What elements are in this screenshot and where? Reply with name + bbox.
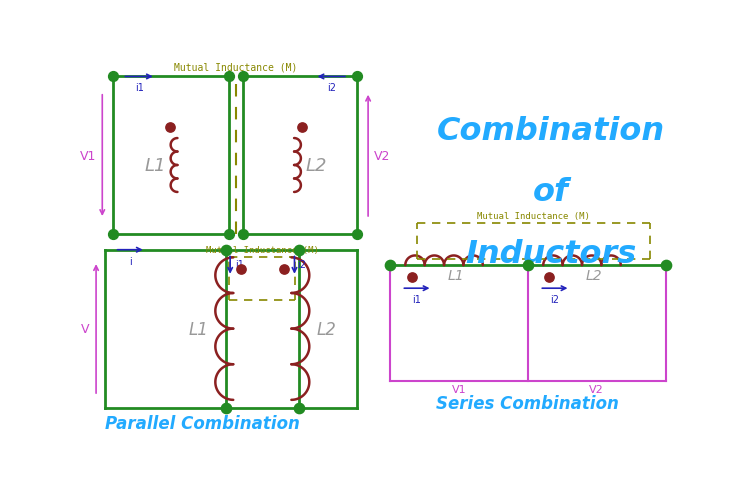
Text: Mutual Inductance (M): Mutual Inductance (M) [173, 63, 297, 73]
Text: Combination: Combination [437, 116, 665, 147]
Point [107, 231, 119, 239]
Text: i2: i2 [327, 83, 336, 92]
Text: L1: L1 [447, 269, 464, 282]
Point [544, 274, 556, 282]
Text: L2: L2 [316, 320, 336, 338]
Text: i2: i2 [298, 259, 307, 270]
Text: i1: i1 [135, 83, 143, 92]
Text: V: V [81, 322, 90, 335]
Text: V2: V2 [590, 384, 604, 394]
Text: Inductors: Inductors [465, 239, 637, 270]
Point [237, 231, 249, 239]
Text: L1: L1 [145, 157, 166, 175]
Point [293, 404, 305, 411]
Point [406, 274, 418, 282]
Point [220, 404, 232, 411]
Point [296, 123, 307, 131]
Text: Series Combination: Series Combination [436, 394, 620, 412]
Point [351, 74, 363, 81]
Point [164, 123, 176, 131]
Text: V1: V1 [452, 384, 466, 394]
Text: Parallel Combination: Parallel Combination [105, 414, 300, 432]
Point [107, 74, 119, 81]
Text: Mutual Inductance (M): Mutual Inductance (M) [206, 245, 319, 254]
Text: i2: i2 [550, 295, 560, 305]
Text: i1: i1 [235, 259, 244, 270]
Text: V2: V2 [374, 150, 391, 163]
Text: L1: L1 [188, 320, 209, 338]
Text: Mutual Inductance (M): Mutual Inductance (M) [477, 211, 590, 220]
Text: L2: L2 [585, 269, 602, 282]
Point [224, 231, 236, 239]
Point [522, 262, 534, 270]
Text: i1: i1 [413, 295, 422, 305]
Text: of: of [533, 177, 569, 208]
Text: L2: L2 [305, 157, 326, 175]
Point [220, 246, 232, 254]
Point [237, 74, 249, 81]
Point [351, 231, 363, 239]
Text: V1: V1 [80, 150, 96, 163]
Point [278, 266, 290, 273]
Point [224, 74, 236, 81]
Point [235, 266, 247, 273]
Point [660, 262, 672, 270]
Point [384, 262, 396, 270]
Point [293, 246, 305, 254]
Text: i: i [129, 257, 131, 266]
